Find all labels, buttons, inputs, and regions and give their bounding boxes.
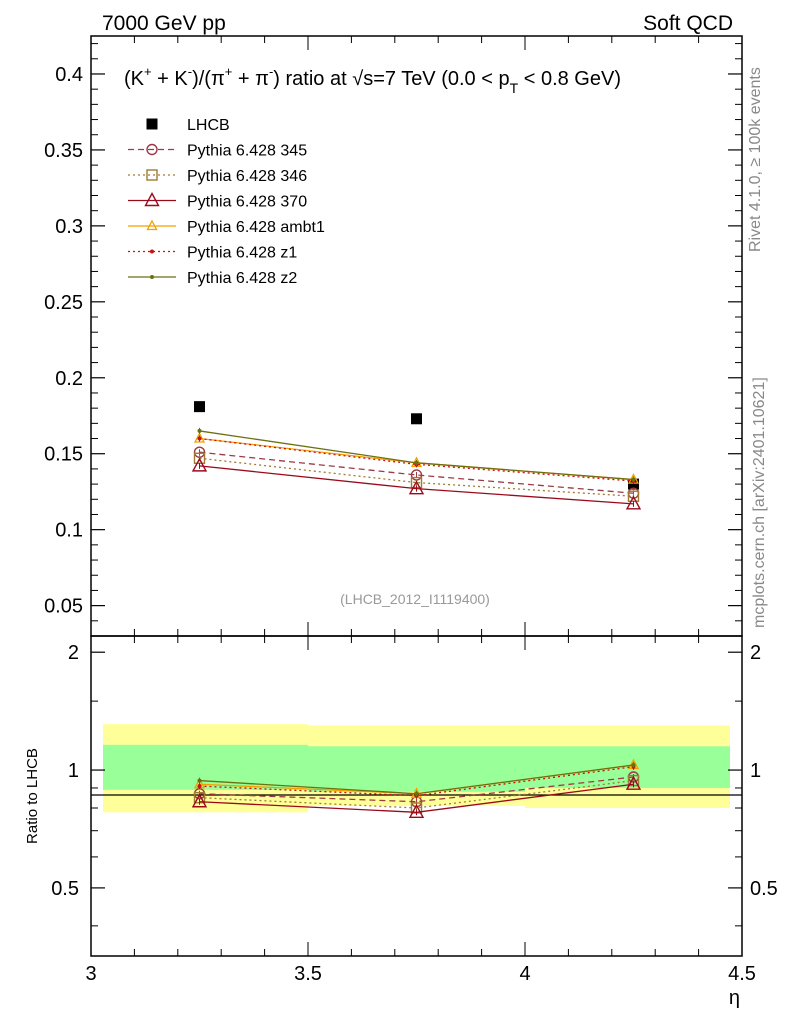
main-ytick-label-3: 0.2	[55, 368, 83, 390]
title-part-j: T	[510, 80, 519, 96]
ratio-xtick-label-2: 4	[519, 963, 530, 985]
legend-label-z1: Pythia 6.428 z1	[187, 245, 297, 262]
legend-entry-data: LHCB	[146, 117, 230, 134]
title-part-a: (K	[124, 68, 145, 90]
legend: LHCB Pythia 6.428 345 Pythia 6.428 346 Pyth…	[128, 117, 325, 287]
ratio-series	[191, 758, 642, 819]
ratio-point-z2-1	[414, 791, 419, 796]
ratio-line-p345	[199, 776, 634, 803]
header-left: 7000 GeV pp	[102, 12, 226, 35]
title-part-f: +	[225, 64, 233, 79]
ratio-point-p370-1	[408, 803, 425, 819]
main-series-p370	[191, 457, 642, 510]
main-point-data-1	[411, 413, 422, 425]
main-ytick-label-7: 0.4	[55, 64, 83, 86]
ratio-xtick-label-1: 3.5	[294, 963, 322, 985]
main-point-p370-2	[625, 495, 642, 510]
legend-marker-ambt1	[146, 219, 158, 231]
title-part-i: ) ratio at √s=7 TeV (0.0 < p	[273, 68, 509, 90]
ratio-xtick-label-3: 4.5	[728, 963, 756, 985]
legend-entry-p370: Pythia 6.428 370	[128, 192, 307, 211]
legend-label-p370: Pythia 6.428 370	[187, 194, 307, 211]
main-point-ambt1-0	[193, 432, 206, 443]
legend-marker-p370	[144, 192, 160, 207]
main-ytick-label-5: 0.3	[55, 216, 83, 238]
title-part-b: +	[144, 64, 152, 79]
main-point-p370-0	[191, 457, 208, 472]
main-point-z2-2	[631, 477, 636, 482]
ratio-xtick-label-0: 3	[85, 963, 96, 985]
ratio-frame	[90, 635, 743, 957]
main-series-data	[194, 401, 639, 490]
main-point-z1-0	[197, 436, 202, 441]
ratio-series-z2	[197, 762, 636, 797]
legend-entry-p346: Pythia 6.428 346	[128, 168, 307, 185]
title-part-d: -	[188, 64, 192, 79]
ratio-ytick-label-left-2: 2	[68, 642, 79, 664]
ratio-ytick-label-right-0: 0.5	[750, 878, 778, 900]
side-label-top: Rivet 4.1.0, ≥ 100k events	[747, 67, 764, 252]
main-point-data-0	[194, 401, 205, 413]
ratio-band-inner-1	[308, 746, 525, 792]
main-point-data-2	[628, 478, 639, 490]
title-part-g: + π	[232, 68, 269, 90]
watermark: (LHCB_2012_I1119400)	[340, 591, 490, 607]
header-right: Soft QCD	[643, 12, 733, 35]
ratio-ytick-label-left-1: 1	[68, 760, 79, 782]
legend-entry-z1: Pythia 6.428 z1	[128, 245, 297, 262]
ratio-point-p370-0	[191, 793, 208, 808]
ratio-point-z2-0	[197, 778, 202, 783]
legend-label-p345: Pythia 6.428 345	[187, 143, 307, 160]
main-series-z2	[197, 427, 636, 483]
main-point-z2-1	[414, 460, 419, 465]
legend-marker-z2	[150, 275, 154, 279]
legend-entry-ambt1: Pythia 6.428 ambt1	[128, 219, 325, 236]
main-panel: 0.050.10.150.20.250.30.350.4 (K+ + K-)/(…	[44, 35, 743, 637]
ratio-point-z1-0	[197, 784, 202, 789]
main-ytick-label-2: 0.15	[44, 444, 83, 466]
title-part-h: -	[269, 64, 273, 79]
legend-entry-z2: Pythia 6.428 z2	[128, 270, 297, 287]
legend-label-data: LHCB	[187, 117, 230, 134]
title-part-c: + K	[152, 68, 189, 90]
main-series	[191, 401, 642, 510]
main-point-p370-1	[408, 480, 425, 495]
main-ytick-label-6: 0.35	[44, 140, 83, 162]
ratio-point-z2-2	[631, 763, 636, 768]
ratio-ytick-label-right-2: 2	[750, 642, 761, 664]
main-line-p345	[199, 451, 634, 494]
legend-label-p346: Pythia 6.428 346	[187, 168, 307, 185]
main-ytick-label-4: 0.25	[44, 292, 83, 314]
ratio-band-inner-0	[103, 744, 308, 790]
side-label-bottom: mcplots.cern.ch [arXiv:2401.10621]	[751, 377, 768, 628]
ratio-series-p370	[191, 775, 642, 819]
legend-marker-p346	[146, 169, 158, 181]
legend-marker-p345	[146, 143, 158, 156]
ratio-ylabel: Ratio to LHCB	[24, 748, 41, 844]
ratio-ytick-label-left-0: 0.5	[51, 878, 79, 900]
main-ytick-label-1: 0.1	[55, 520, 83, 542]
main-ytick-label-0: 0.05	[44, 596, 83, 618]
legend-label-z2: Pythia 6.428 z2	[187, 270, 297, 287]
chart-title: (K+ + K-)/(π+ + π-) ratio at √s=7 TeV (0…	[124, 64, 621, 96]
legend-entry-p345: Pythia 6.428 345	[128, 143, 307, 160]
title-part-e: )/(π	[192, 68, 225, 90]
legend-marker-data	[146, 118, 158, 130]
main-point-z2-0	[197, 428, 202, 433]
ratio-ytick-label-right-1: 1	[750, 760, 761, 782]
ratio-panel: 0.5 0.5 1 1 2 2 3 3.5 4 4.5 Ratio to LHCB η	[24, 635, 778, 1009]
ratio-point-p370-2	[625, 775, 642, 790]
legend-marker-z1	[150, 249, 154, 254]
x-axis-label: η	[729, 987, 740, 1009]
title-part-k: < 0.8 GeV)	[518, 68, 621, 90]
legend-label-ambt1: Pythia 6.428 ambt1	[187, 219, 325, 236]
